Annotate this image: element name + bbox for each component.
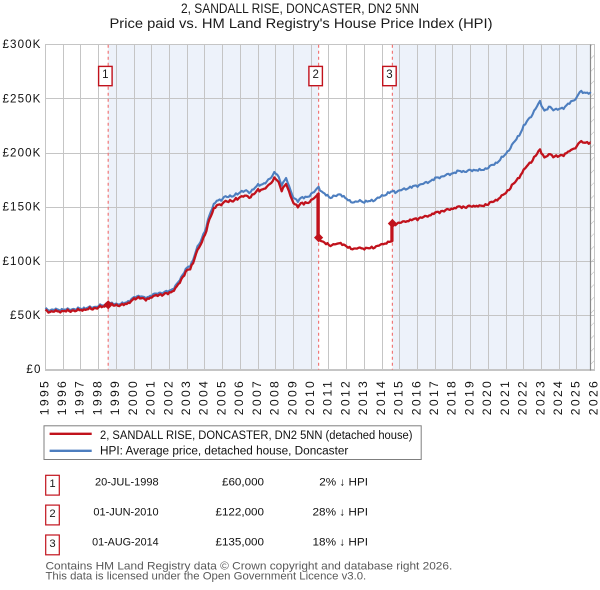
svg-text:£60,000: £60,000 <box>222 477 264 489</box>
svg-text:£250K: £250K <box>2 92 41 105</box>
svg-text:£300K: £300K <box>2 38 41 51</box>
svg-text:£135,000: £135,000 <box>216 536 265 548</box>
svg-text:£122,000: £122,000 <box>216 507 265 519</box>
svg-text:2% ↓ HPI: 2% ↓ HPI <box>319 477 368 489</box>
svg-text:£0: £0 <box>26 363 41 376</box>
svg-text:£150K: £150K <box>2 201 41 214</box>
svg-text:28% ↓ HPI: 28% ↓ HPI <box>313 507 369 519</box>
svg-text:Price paid vs. HM Land Registr: Price paid vs. HM Land Registry's House … <box>110 16 493 31</box>
svg-text:20-JUL-1998: 20-JUL-1998 <box>95 477 159 489</box>
svg-text:1: 1 <box>102 69 108 81</box>
svg-text:£100K: £100K <box>2 255 41 268</box>
svg-text:HPI: Average price, detached h: HPI: Average price, detached house, Donc… <box>100 446 348 458</box>
svg-text:£50K: £50K <box>10 309 41 322</box>
svg-text:2, SANDALL RISE, DONCASTER, DN: 2, SANDALL RISE, DONCASTER, DN2 5NN (det… <box>100 430 413 442</box>
svg-text:Contains HM Land Registry data: Contains HM Land Registry data © Crown c… <box>46 560 453 572</box>
svg-text:01-AUG-2014: 01-AUG-2014 <box>92 536 159 548</box>
svg-text:1: 1 <box>49 478 55 490</box>
svg-text:18% ↓ HPI: 18% ↓ HPI <box>313 536 369 548</box>
svg-text:3: 3 <box>49 538 55 550</box>
svg-text:01-JUN-2010: 01-JUN-2010 <box>93 507 158 519</box>
svg-text:2, SANDALL RISE, DONCASTER, DN: 2, SANDALL RISE, DONCASTER, DN2 5NN <box>181 1 419 16</box>
svg-text:2: 2 <box>312 69 318 81</box>
svg-text:3: 3 <box>386 69 392 81</box>
svg-text:£200K: £200K <box>2 147 41 160</box>
svg-text:2: 2 <box>49 508 55 520</box>
svg-text:This data is licensed under th: This data is licensed under the Open Gov… <box>46 570 367 582</box>
